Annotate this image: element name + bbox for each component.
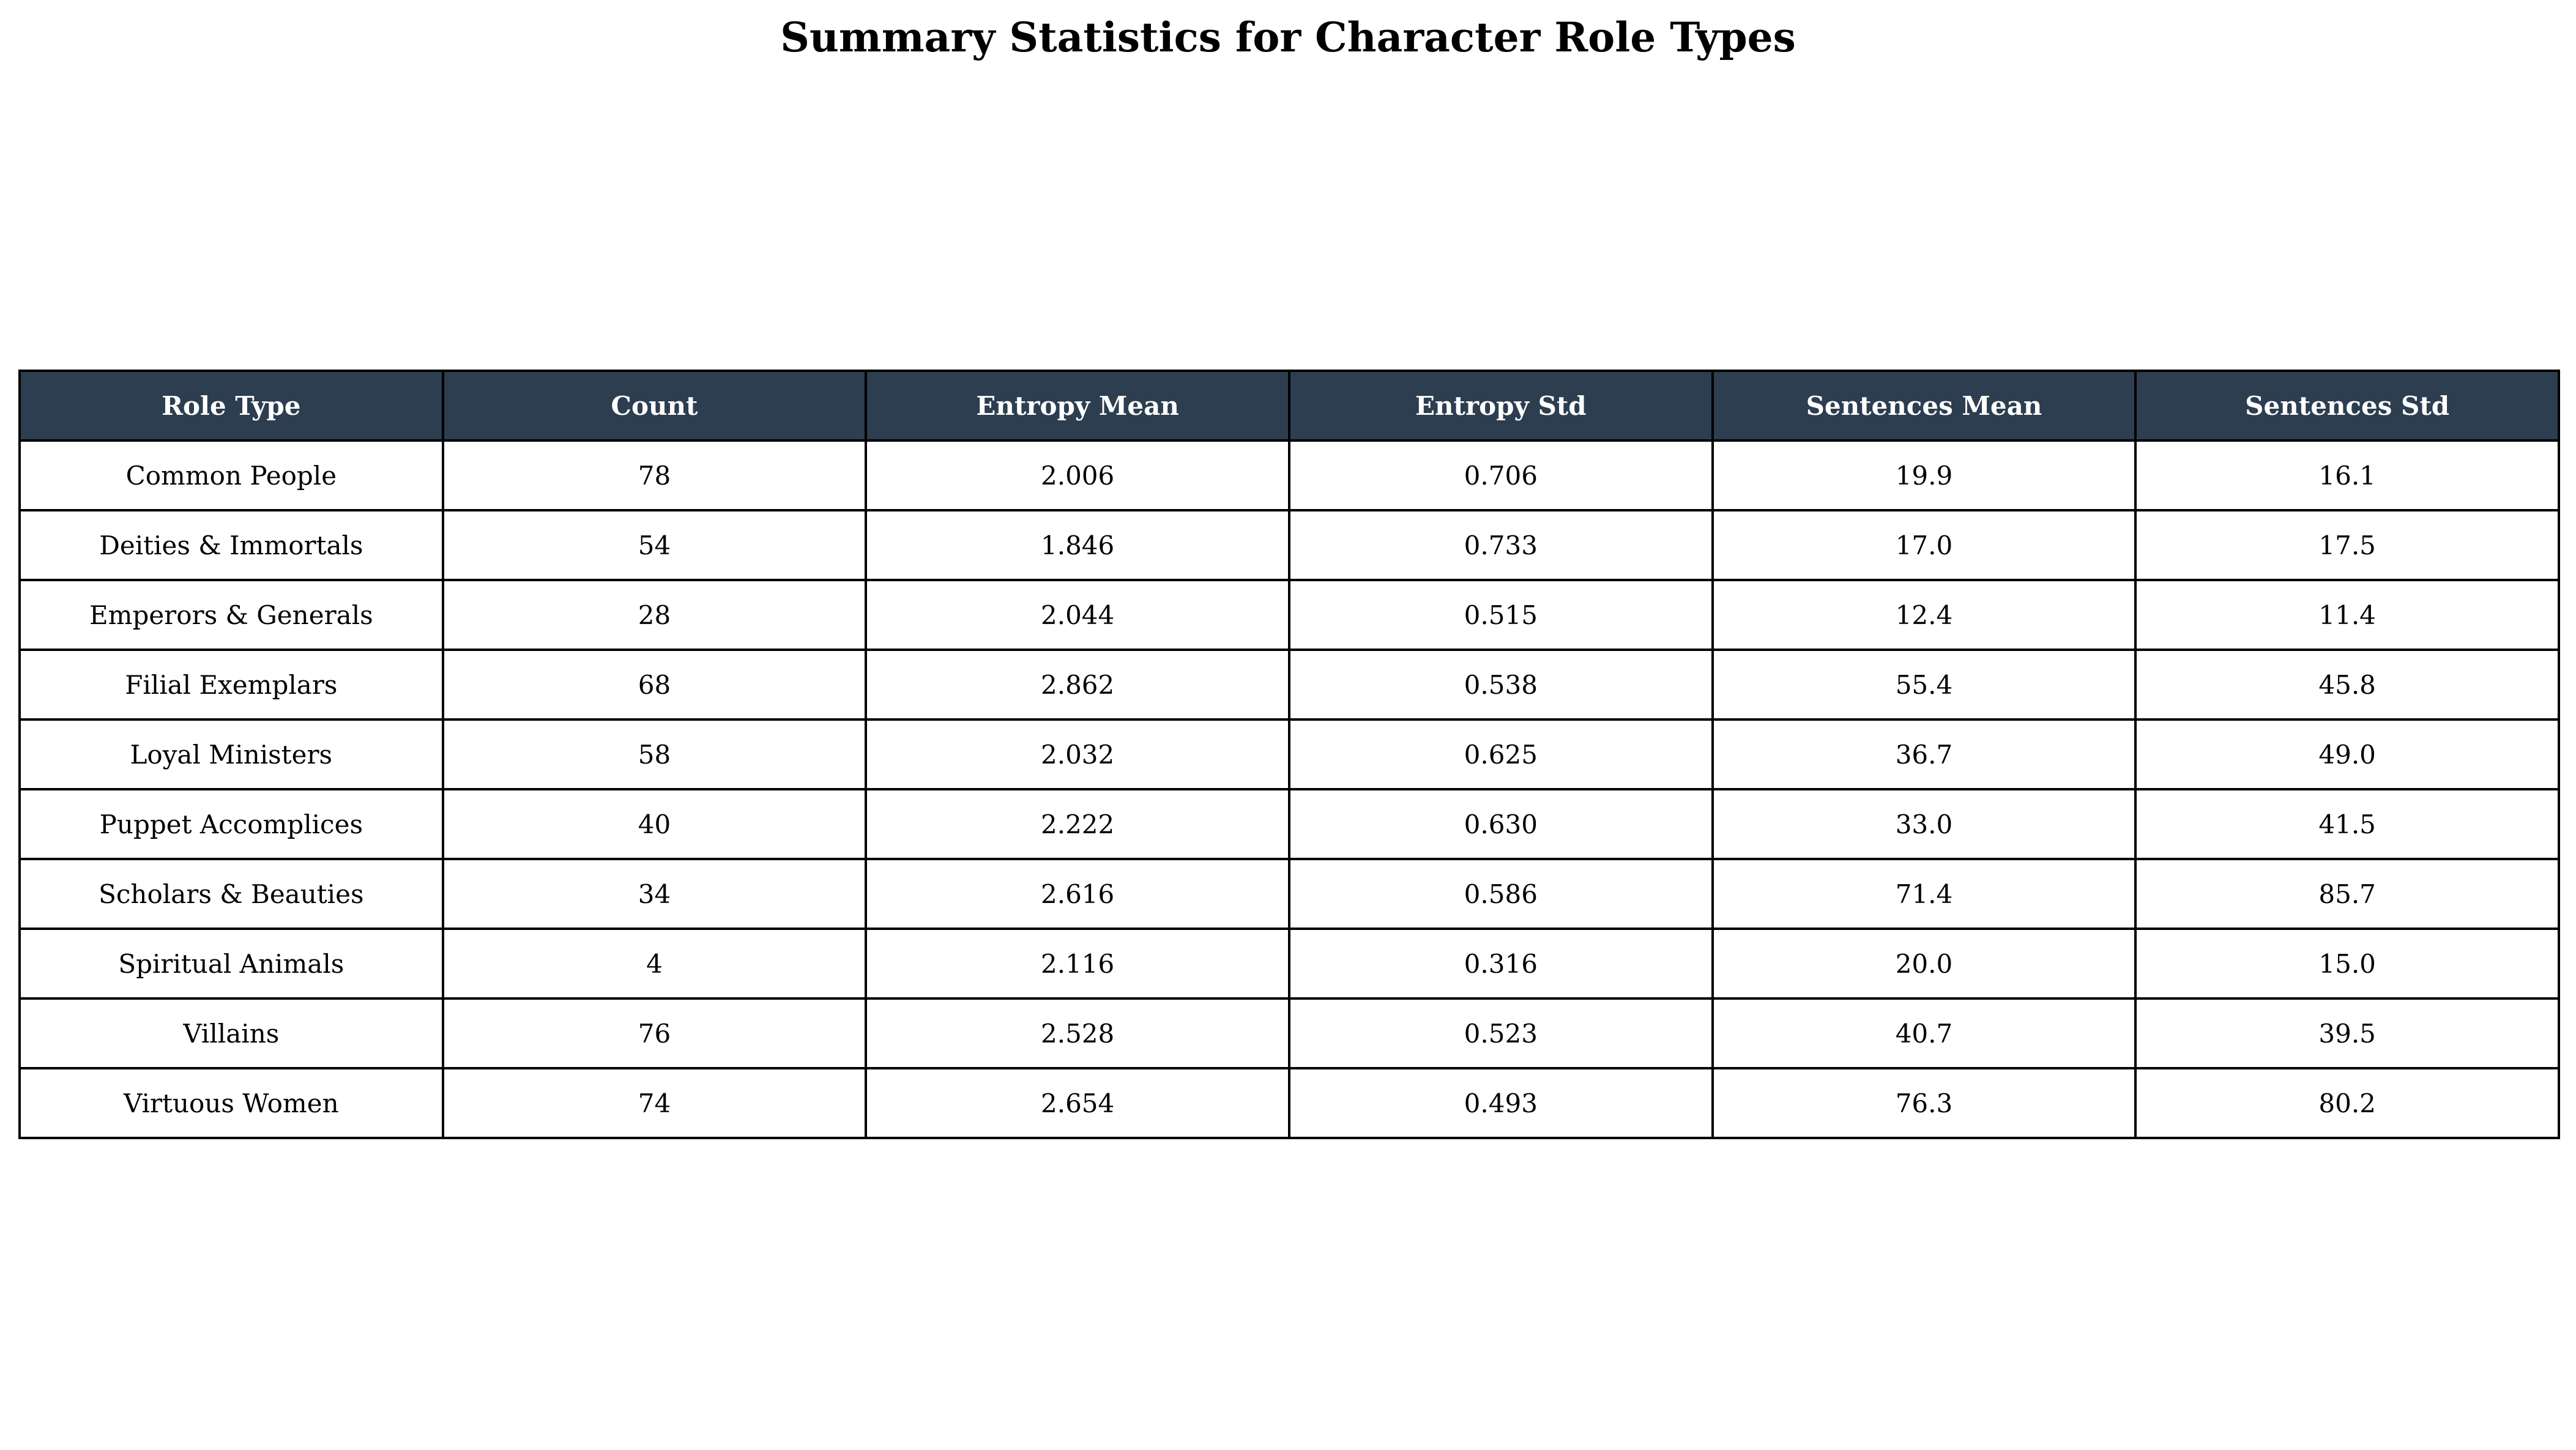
table-cell: 2.654 (865, 1067, 1290, 1139)
role-type-cell: Virtuous Women (18, 1067, 444, 1139)
table-row: Scholars & Beauties 34 2.616 0.586 71.4 85.7 (18, 858, 2560, 930)
table-cell: 34 (441, 858, 868, 930)
table-header-row: Role Type Count Entropy Mean Entropy Std Sen… (18, 370, 2560, 442)
role-type-cell: Common People (18, 439, 444, 511)
table-cell: 41.5 (2134, 788, 2560, 860)
role-type-cell: Puppet Accomplices (18, 788, 444, 860)
table-cell: 4 (441, 928, 868, 1000)
table-body: Common People 78 2.006 0.706 19.9 16.1 Deities… (18, 439, 2560, 1139)
role-type-cell: Loyal Ministers (18, 718, 444, 790)
table-cell: 58 (441, 718, 868, 790)
table-cell: 17.0 (1711, 509, 2137, 581)
table-cell: 20.0 (1711, 928, 2137, 1000)
table-cell: 78 (441, 439, 868, 511)
column-header: Sentences Std (2134, 370, 2560, 442)
column-header: Sentences Mean (1711, 370, 2137, 442)
table-cell: 40 (441, 788, 868, 860)
table-cell: 0.625 (1287, 718, 1714, 790)
table-cell: 19.9 (1711, 439, 2137, 511)
table-cell: 71.4 (1711, 858, 2137, 930)
summary-table: Role Type Count Entropy Mean Entropy Std Sen… (18, 370, 2560, 1139)
chart-title: Summary Statistics for Character Role Ty… (780, 13, 1796, 61)
table-row: Filial Exemplars 68 2.862 0.538 55.4 45.8 (18, 649, 2560, 721)
table-cell: 36.7 (1711, 718, 2137, 790)
table-row: Virtuous Women 74 2.654 0.493 76.3 80.2 (18, 1067, 2560, 1139)
table-row: Emperors & Generals 28 2.044 0.515 12.4 11.4 (18, 579, 2560, 651)
table-cell: 39.5 (2134, 997, 2560, 1069)
role-type-cell: Scholars & Beauties (18, 858, 444, 930)
table-cell: 85.7 (2134, 858, 2560, 930)
table-row: Deities & Immortals 54 1.846 0.733 17.0 17.5 (18, 509, 2560, 581)
table-cell: 0.733 (1287, 509, 1714, 581)
summary-table-container: Role Type Count Entropy Mean Entropy Std Sen… (18, 370, 2560, 1139)
table-row: Loyal Ministers 58 2.032 0.625 36.7 49.0 (18, 718, 2560, 790)
table-cell: 0.630 (1287, 788, 1714, 860)
table-row: Spiritual Animals 4 2.116 0.316 20.0 15.0 (18, 928, 2560, 1000)
table-cell: 0.523 (1287, 997, 1714, 1069)
table-cell: 12.4 (1711, 579, 2137, 651)
column-header: Count (441, 370, 868, 442)
table-cell: 45.8 (2134, 649, 2560, 721)
role-type-cell: Filial Exemplars (18, 649, 444, 721)
table-row: Villains 76 2.528 0.523 40.7 39.5 (18, 997, 2560, 1069)
table-cell: 0.493 (1287, 1067, 1714, 1139)
table-cell: 28 (441, 579, 868, 651)
table-cell: 0.515 (1287, 579, 1714, 651)
table-cell: 40.7 (1711, 997, 2137, 1069)
table-row: Common People 78 2.006 0.706 19.9 16.1 (18, 439, 2560, 511)
role-type-cell: Emperors & Generals (18, 579, 444, 651)
table-cell: 80.2 (2134, 1067, 2560, 1139)
role-type-cell: Deities & Immortals (18, 509, 444, 581)
table-cell: 74 (441, 1067, 868, 1139)
table-cell: 16.1 (2134, 439, 2560, 511)
table-cell: 17.5 (2134, 509, 2560, 581)
table-cell: 2.222 (865, 788, 1290, 860)
table-cell: 49.0 (2134, 718, 2560, 790)
table-cell: 0.706 (1287, 439, 1714, 511)
table-cell: 2.862 (865, 649, 1290, 721)
table-cell: 0.316 (1287, 928, 1714, 1000)
table-cell: 2.616 (865, 858, 1290, 930)
column-header: Entropy Std (1287, 370, 1714, 442)
table-cell: 15.0 (2134, 928, 2560, 1000)
table-cell: 55.4 (1711, 649, 2137, 721)
table-cell: 68 (441, 649, 868, 721)
column-header: Entropy Mean (865, 370, 1290, 442)
table-row: Puppet Accomplices 40 2.222 0.630 33.0 41.5 (18, 788, 2560, 860)
table-cell: 1.846 (865, 509, 1290, 581)
table-cell: 76 (441, 997, 868, 1069)
table-cell: 54 (441, 509, 868, 581)
table-cell: 2.116 (865, 928, 1290, 1000)
table-cell: 2.006 (865, 439, 1290, 511)
table-cell: 11.4 (2134, 579, 2560, 651)
table-cell: 76.3 (1711, 1067, 2137, 1139)
table-cell: 33.0 (1711, 788, 2137, 860)
role-type-cell: Spiritual Animals (18, 928, 444, 1000)
table-cell: 2.044 (865, 579, 1290, 651)
table-cell: 0.538 (1287, 649, 1714, 721)
role-type-cell: Villains (18, 997, 444, 1069)
table-cell: 2.032 (865, 718, 1290, 790)
table-cell: 2.528 (865, 997, 1290, 1069)
table-cell: 0.586 (1287, 858, 1714, 930)
column-header: Role Type (18, 370, 444, 442)
